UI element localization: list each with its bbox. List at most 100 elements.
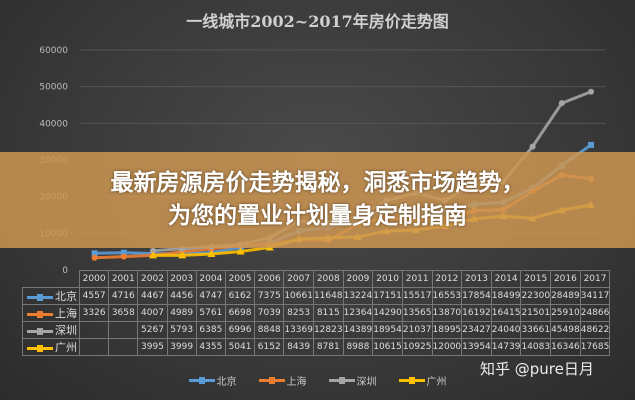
row-label: 深圳 <box>22 321 80 339</box>
table-cell: 4355 <box>195 338 226 356</box>
legend-item: 北京 <box>188 373 237 388</box>
table-cell: 12000 <box>431 338 463 356</box>
table-cell: 17685 <box>579 338 611 356</box>
table-row: 深圳 5267 5793 6385 6996 8848 13369 12823 14389 189… <box>22 321 611 339</box>
table-cell: 28489 <box>550 287 581 305</box>
y-tick-label: 0 <box>62 266 68 276</box>
table-cell: 4467 <box>137 287 168 305</box>
table-cell: 3658 <box>108 304 139 322</box>
y-tick-label: 50000 <box>39 83 68 93</box>
table-cell: 8253 <box>283 304 314 322</box>
table-cell: 23427 <box>461 321 492 339</box>
legend: 北京 上海 深圳 广州 <box>0 373 635 388</box>
headline-line-2: 为您的置业计划量身定制指南 <box>168 203 467 229</box>
table-cell: 4557 <box>78 287 110 305</box>
table-cell: 21501 <box>520 304 552 322</box>
table-cell: 12364 <box>342 304 374 322</box>
table-cell: 15517 <box>401 287 433 305</box>
table-cell: 4716 <box>108 287 139 305</box>
table-cell: 6698 <box>224 304 256 322</box>
table-cell: 8848 <box>254 321 285 339</box>
year-header: 2001 <box>108 270 139 288</box>
year-header: 2009 <box>342 270 374 288</box>
table-cell: 16346 <box>550 338 581 356</box>
series-name: 深圳 <box>55 324 77 337</box>
table-cell: 14083 <box>520 338 552 356</box>
table-cell: 14389 <box>342 321 374 339</box>
year-header: 2017 <box>579 270 611 288</box>
legend-label: 上海 <box>286 377 307 388</box>
table-cell: 24040 <box>490 321 522 339</box>
year-header: 2014 <box>490 270 522 288</box>
table-cell: 10615 <box>372 338 403 356</box>
year-header: 2007 <box>283 270 314 288</box>
data-point <box>558 100 565 107</box>
table-cell: 34117 <box>579 287 611 305</box>
table-cell: 21037 <box>401 321 433 339</box>
year-header: 2008 <box>312 270 344 288</box>
table-cell: 10925 <box>401 338 433 356</box>
table-cell: 6152 <box>254 338 285 356</box>
row-label: 北京 <box>22 287 80 305</box>
legend-item: 上海 <box>258 373 307 388</box>
year-header: 2000 <box>78 270 110 288</box>
headline-line-1: 最新房源房价走势揭秘，洞悉市场趋势， <box>110 170 525 196</box>
year-header: 2013 <box>461 270 492 288</box>
data-point <box>207 250 216 258</box>
table-row: 广州 3995 3999 4355 5041 6152 8439 8781 8988 10615 1… <box>22 338 611 356</box>
table-cell: 13224 <box>342 287 374 305</box>
series-name: 上海 <box>55 307 77 320</box>
legend-swatch-icon <box>398 377 425 384</box>
table-cell: 18995 <box>431 321 463 339</box>
table-cell <box>78 321 110 339</box>
y-tick-label: 40000 <box>39 119 68 129</box>
table-cell: 5761 <box>195 304 226 322</box>
year-header: 2003 <box>166 270 197 288</box>
legend-item: 广州 <box>398 373 447 388</box>
table-cell: 18499 <box>490 287 522 305</box>
data-point <box>150 247 156 254</box>
table-cell: 6996 <box>224 321 256 339</box>
table-cell: 4456 <box>166 287 197 305</box>
table-cell: 13369 <box>283 321 314 339</box>
table-cell: 16553 <box>431 287 463 305</box>
table-cell: 14739 <box>490 338 522 356</box>
table-cell <box>78 338 110 356</box>
table-cell <box>108 321 139 339</box>
data-point <box>236 247 245 255</box>
table-cell: 8115 <box>312 304 344 322</box>
series-swatch-icon <box>27 310 53 318</box>
table-cell: 17151 <box>372 287 403 305</box>
year-header: 2016 <box>550 270 581 288</box>
table-cell: 5793 <box>166 321 197 339</box>
row-label: 上海 <box>22 304 80 322</box>
year-header: 2010 <box>372 270 403 288</box>
legend-label: 深圳 <box>356 377 377 388</box>
table-cell: 4747 <box>195 287 226 305</box>
table-cell: 17854 <box>461 287 492 305</box>
year-header: 2002 <box>137 270 168 288</box>
table-cell: 11648 <box>312 287 344 305</box>
table-cell: 13954 <box>461 338 492 356</box>
year-header: 2012 <box>431 270 463 288</box>
legend-swatch-icon <box>328 377 355 384</box>
table-cell: 13565 <box>401 304 433 322</box>
headline-banner: 最新房源房价走势揭秘，洞悉市场趋势， 为您的置业计划量身定制指南 <box>0 152 635 248</box>
year-header: 2004 <box>195 270 226 288</box>
table-cell: 5267 <box>137 321 168 339</box>
corner <box>23 271 80 288</box>
table-cell: 7039 <box>254 304 285 322</box>
row-label: 广州 <box>22 338 80 356</box>
series-name: 北京 <box>55 290 77 303</box>
legend-item: 深圳 <box>328 373 377 388</box>
table-cell: 3995 <box>137 338 168 356</box>
table-cell: 7375 <box>254 287 285 305</box>
table-cell: 13870 <box>431 304 463 322</box>
table-cell: 6385 <box>195 321 226 339</box>
table-cell: 4989 <box>166 304 197 322</box>
table-cell: 5041 <box>224 338 256 356</box>
table-cell: 33661 <box>520 321 552 339</box>
table-header-row: 2000 2001 2002 2003 2004 2005 2006 2007 2008 2009… <box>23 270 611 288</box>
table-cell: 16415 <box>490 304 522 322</box>
watermark: 知乎 @pure日月 <box>480 360 594 378</box>
